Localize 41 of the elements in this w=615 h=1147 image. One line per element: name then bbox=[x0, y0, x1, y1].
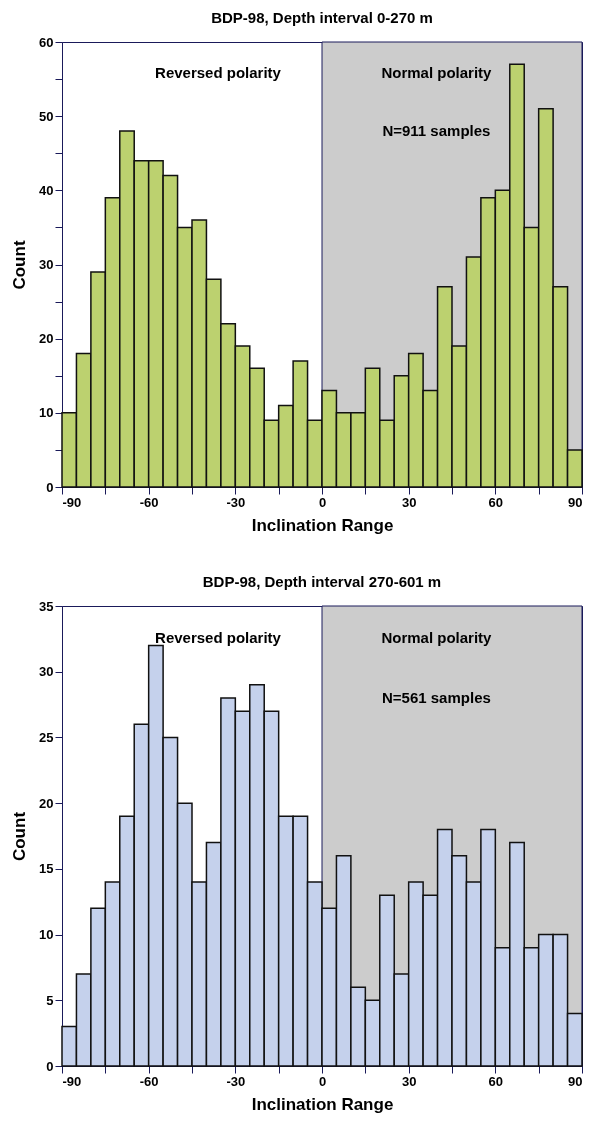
y-tick-label: 20 bbox=[39, 795, 54, 811]
y-tick-label: 30 bbox=[39, 257, 54, 272]
x-tick-label: 60 bbox=[488, 1073, 504, 1089]
chart-title: BDP-98, Depth interval 0-270 m bbox=[211, 9, 433, 26]
y-tick-label: 20 bbox=[39, 331, 54, 347]
y-tick-label: 15 bbox=[39, 861, 54, 877]
x-tick-label: -90 bbox=[62, 494, 82, 510]
x-tick-label: 60 bbox=[488, 494, 504, 510]
y-tick-label: 0 bbox=[46, 479, 54, 495]
y-tick-label: 0 bbox=[46, 1058, 54, 1074]
annotation: Reversed polarity bbox=[155, 629, 282, 647]
y-tick-label: 60 bbox=[39, 34, 54, 50]
x-tick-label: 90 bbox=[568, 494, 583, 510]
chart-title: BDP-98, Depth interval 270-601 m bbox=[202, 573, 442, 590]
y-tick-label: 5 bbox=[46, 992, 54, 1008]
x-tick-label: 90 bbox=[568, 1073, 583, 1089]
annotation: Normal polarity bbox=[381, 64, 493, 82]
y-tick-label: 50 bbox=[39, 108, 54, 124]
x-tick-label: 30 bbox=[401, 1073, 417, 1089]
y-axis-title: Count bbox=[10, 811, 30, 862]
annotation: Reversed polarity bbox=[155, 64, 282, 82]
x-axis-title: Inclination Range bbox=[251, 1094, 394, 1114]
y-tick-label: 10 bbox=[39, 927, 54, 943]
y-tick-label: 10 bbox=[39, 405, 54, 421]
x-tick-label: 0 bbox=[318, 494, 327, 510]
x-tick-label: -90 bbox=[62, 1073, 82, 1089]
x-tick-label: 0 bbox=[318, 1073, 327, 1089]
x-tick-label: -30 bbox=[226, 1073, 246, 1089]
annotation: N=911 samples bbox=[382, 122, 491, 139]
y-axis-title: Count bbox=[10, 240, 30, 290]
y-tick-label: 35 bbox=[39, 598, 54, 614]
y-tick-label: 40 bbox=[39, 182, 54, 198]
x-axis-title: Inclination Range bbox=[251, 515, 394, 535]
annotation: N=561 samples bbox=[381, 689, 491, 706]
x-tick-label: -60 bbox=[139, 494, 159, 510]
annotation: Normal polarity bbox=[381, 629, 493, 647]
x-tick-label: -30 bbox=[226, 494, 246, 510]
y-tick-label: 30 bbox=[39, 664, 54, 680]
y-tick-label: 25 bbox=[39, 729, 54, 745]
x-tick-label: -60 bbox=[139, 1073, 159, 1089]
x-tick-label: 30 bbox=[401, 494, 417, 510]
